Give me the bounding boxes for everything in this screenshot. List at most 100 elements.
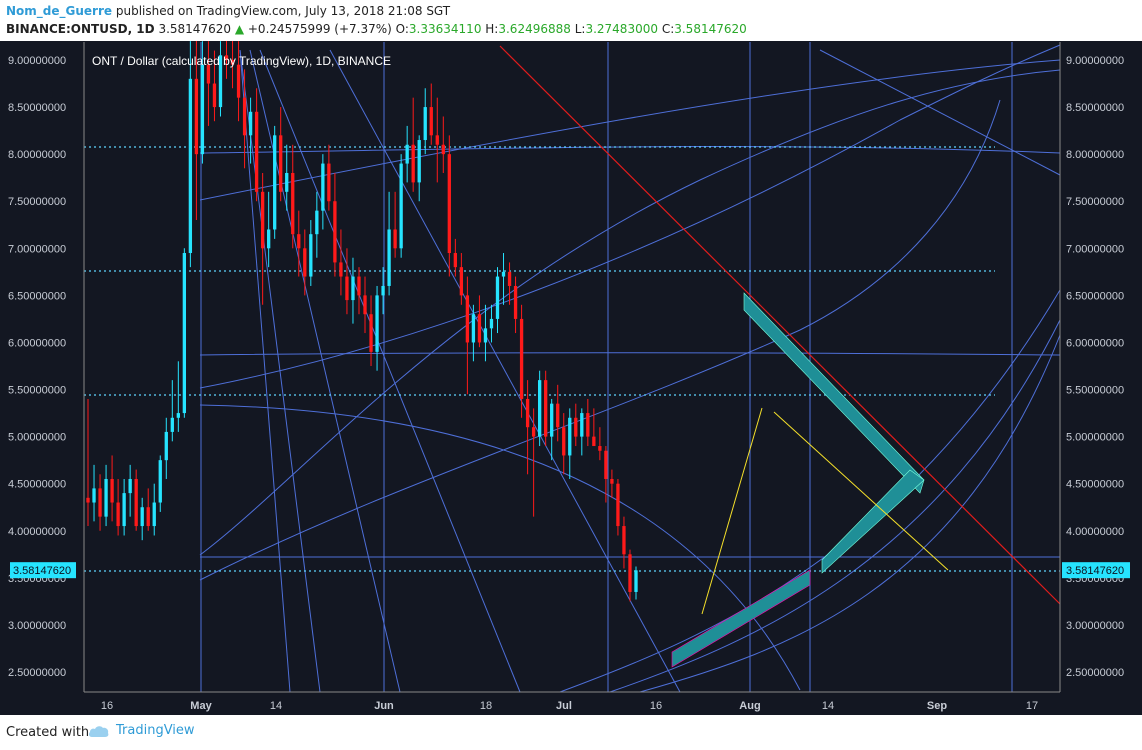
- candle-body: [218, 55, 223, 108]
- candle-body: [495, 276, 500, 319]
- y-tick-label-right: 8.00000000: [1066, 149, 1124, 161]
- candle-body: [92, 488, 96, 503]
- arc-line: [559, 289, 1061, 693]
- candle-body: [483, 328, 488, 343]
- candle-body: [513, 285, 518, 319]
- candle-body: [477, 314, 482, 343]
- candle-body: [291, 172, 295, 235]
- candle-body: [501, 271, 506, 277]
- header-line-1: Nom_de_Guerre published on TradingView.c…: [6, 4, 450, 18]
- y-tick-label-left: 5.50000000: [8, 385, 66, 397]
- candle-body: [297, 234, 301, 249]
- candle-body: [531, 427, 536, 437]
- candle-body: [236, 64, 241, 98]
- close-label: C:: [661, 22, 675, 36]
- candle-body: [345, 276, 349, 301]
- tradingview-link[interactable]: TradingView: [88, 723, 195, 738]
- fan-ray: [819, 49, 1061, 176]
- y-tick-label-right: 3.00000000: [1066, 620, 1124, 632]
- candle-body: [212, 83, 217, 108]
- candle-body: [188, 78, 193, 254]
- candle-body: [628, 554, 632, 592]
- candle-body: [441, 144, 445, 155]
- candle-body: [327, 163, 331, 202]
- last-price: 3.58147620: [158, 22, 231, 36]
- candle-body: [230, 60, 235, 65]
- candle-body: [544, 380, 548, 437]
- candle-body: [303, 248, 307, 277]
- candle-body: [128, 478, 132, 494]
- candle-body: [267, 229, 271, 249]
- drawing-layer: [84, 44, 1061, 693]
- cloud-icon: [88, 725, 109, 737]
- candle-body: [387, 229, 391, 286]
- fan-ray: [239, 49, 321, 693]
- fib-line: [701, 407, 763, 615]
- up-arrow-icon: ▲: [234, 22, 245, 36]
- x-tick-label: 14: [822, 700, 834, 712]
- candle-layer: [86, 41, 638, 602]
- arc-line: [609, 319, 1061, 693]
- y-tick-label-left: 2.50000000: [8, 667, 66, 679]
- y-tick-label-right: 5.50000000: [1066, 385, 1124, 397]
- change-value: +0.24575999 (+7.37%): [247, 22, 392, 36]
- y-tick-label-left: 9.00000000: [8, 55, 66, 67]
- y-tick-label-right: 7.00000000: [1066, 243, 1124, 255]
- candle-body: [363, 295, 367, 315]
- candle-body: [182, 253, 187, 414]
- x-tick-label: 16: [650, 700, 662, 712]
- high-label: H:: [485, 22, 499, 36]
- candle-body: [537, 380, 542, 437]
- close-value: 3.58147620: [674, 22, 747, 36]
- projection-arrow-down: [743, 292, 925, 494]
- downtrend-line: [499, 45, 1061, 605]
- last-price-tag-right-text: 3.58147620: [1066, 565, 1124, 577]
- candle-body: [489, 318, 494, 329]
- publish-info: published on TradingView.com, July 13, 2…: [115, 4, 451, 18]
- fan-ray: [239, 49, 291, 693]
- candle-body: [574, 417, 578, 437]
- candle-body: [459, 267, 464, 296]
- brand-label: TradingView: [116, 723, 195, 738]
- y-tick-label-left: 7.50000000: [8, 196, 66, 208]
- x-tick-label: May: [190, 700, 212, 712]
- candle-body: [519, 318, 524, 399]
- candle-body: [285, 172, 289, 192]
- candle-body: [273, 135, 277, 230]
- candle-body: [429, 107, 433, 136]
- candle-body: [333, 201, 337, 263]
- candle-body: [465, 295, 470, 343]
- candle-body: [525, 398, 530, 428]
- y-tick-label-right: 5.00000000: [1066, 432, 1124, 444]
- price-chart[interactable]: 9.00000000 9.00000000 8.50000000 8.50000000…: [0, 41, 1142, 715]
- arc-line: [639, 334, 1061, 693]
- chart-header: Nom_de_Guerre published on TradingView.c…: [0, 0, 1142, 40]
- low-label: L:: [574, 22, 586, 36]
- x-tick-label: Sep: [927, 700, 947, 712]
- candle-body: [604, 450, 608, 479]
- x-tick-label: Jun: [374, 700, 394, 712]
- candle-body: [224, 55, 229, 60]
- high-value: 3.62496888: [498, 22, 571, 36]
- author-link[interactable]: Nom_de_Guerre: [6, 4, 113, 18]
- fib-line: [773, 411, 949, 571]
- candle-body: [110, 478, 114, 503]
- candle-body: [435, 135, 439, 145]
- y-tick-label-left: 8.50000000: [8, 102, 66, 114]
- open-value: 3.33634110: [408, 22, 482, 36]
- chart-title: ONT / Dollar (calculated by TradingView)…: [92, 54, 391, 68]
- candle-body: [417, 140, 421, 183]
- candle-body: [562, 427, 566, 456]
- candle-body: [152, 502, 156, 527]
- candle-body: [242, 97, 247, 136]
- y-tick-label-right: 6.50000000: [1066, 290, 1124, 302]
- candle-body: [357, 276, 361, 296]
- last-price-tag-right: [1062, 562, 1130, 579]
- candle-body: [447, 154, 451, 254]
- open-label: O:: [395, 22, 409, 36]
- candle-body: [375, 295, 379, 352]
- candle-body: [134, 478, 138, 527]
- candle-body: [248, 111, 253, 136]
- candle-body: [453, 253, 457, 268]
- arc-line: [199, 59, 1061, 201]
